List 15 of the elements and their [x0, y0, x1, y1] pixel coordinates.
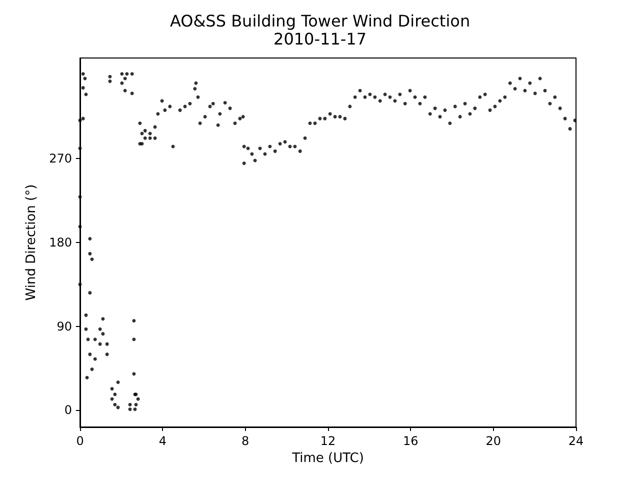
y-tick-label: 270: [49, 152, 72, 166]
x-tick-label: 4: [158, 434, 166, 448]
y-tick-label: 180: [49, 236, 72, 250]
x-tick-label: 24: [568, 434, 584, 448]
x-tick-label: 20: [486, 434, 501, 448]
chart-subtitle: 2010-11-17: [274, 30, 366, 48]
y-tick-label: 90: [56, 319, 72, 334]
y-tick-label: 0: [64, 403, 72, 418]
y-axis-title: Wind Direction (°): [24, 184, 40, 301]
x-tick-label: 0: [76, 434, 84, 448]
x-tick-label: 12: [320, 434, 336, 448]
chart-title: AO&SS Building Tower Wind Direction: [170, 12, 470, 30]
x-tick-label: 8: [242, 434, 250, 448]
x-tick-label: 16: [403, 434, 418, 448]
x-axis-title: Time (UTC): [291, 451, 364, 466]
